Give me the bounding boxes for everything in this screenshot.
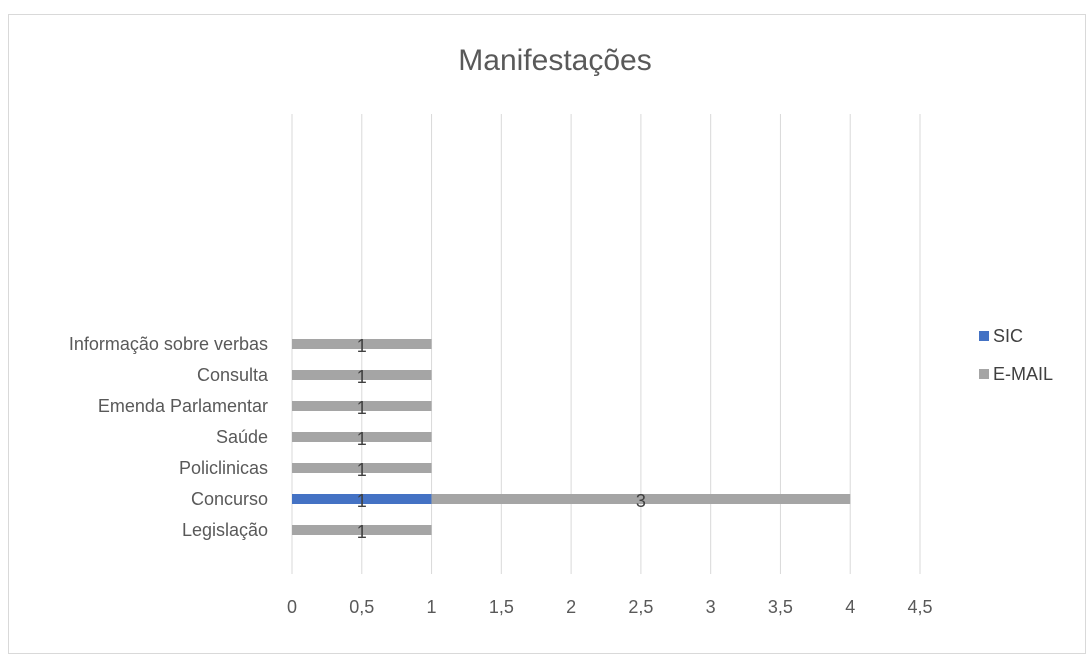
category-label: Consulta — [197, 365, 269, 385]
x-tick-label: 4,5 — [907, 597, 932, 617]
data-label: 1 — [357, 491, 367, 511]
category-label: Policlinicas — [179, 458, 268, 478]
x-tick-label: 0,5 — [349, 597, 374, 617]
chart-frame — [8, 14, 1086, 654]
category-label: Legislação — [182, 520, 268, 540]
legend-swatch — [979, 369, 989, 379]
data-label: 1 — [357, 398, 367, 418]
data-labels: 1 1 3 1 1 1 1 1 — [357, 336, 646, 542]
data-label: 3 — [636, 491, 646, 511]
x-tick-label: 0 — [287, 597, 297, 617]
legend-label: E-MAIL — [993, 364, 1053, 384]
chart-title: Manifestações — [458, 44, 651, 77]
bar-e-mail — [292, 525, 432, 535]
category-label: Emenda Parlamentar — [98, 396, 268, 416]
bar-e-mail — [292, 370, 432, 380]
data-label: 1 — [357, 522, 367, 542]
data-label: 1 — [357, 460, 367, 480]
data-label: 1 — [357, 367, 367, 387]
bar-sic — [292, 494, 432, 504]
bars — [292, 339, 851, 535]
x-tick-label: 3,5 — [768, 597, 793, 617]
bar-e-mail — [292, 432, 432, 442]
value-axis-labels: 0 0,5 1 1,5 2 2,5 3 3,5 4 4,5 — [287, 597, 933, 617]
category-axis-labels: Legislação Concurso Policlinicas Saúde Emend… — [69, 334, 269, 540]
x-tick-label: 2 — [566, 597, 576, 617]
legend-swatch — [979, 331, 989, 341]
x-tick-label: 3 — [706, 597, 716, 617]
x-tick-label: 4 — [845, 597, 855, 617]
category-label: Informação sobre verbas — [69, 334, 268, 354]
x-tick-label: 2,5 — [628, 597, 653, 617]
bar-e-mail — [292, 463, 432, 473]
category-label: Saúde — [216, 427, 268, 447]
bar-e-mail — [292, 339, 432, 349]
x-tick-label: 1 — [427, 597, 437, 617]
chart-svg: Manifestações 1 1 3 1 1 1 1 1 Legislação Concurs… — [69, 44, 1053, 617]
x-tick-label: 1,5 — [489, 597, 514, 617]
category-label: Concurso — [191, 489, 268, 509]
data-label: 1 — [357, 429, 367, 449]
bar-e-mail — [292, 401, 432, 411]
bar-e-mail — [431, 494, 851, 504]
legend: SIC E-MAIL — [979, 326, 1053, 384]
data-label: 1 — [357, 336, 367, 356]
legend-label: SIC — [993, 326, 1023, 346]
